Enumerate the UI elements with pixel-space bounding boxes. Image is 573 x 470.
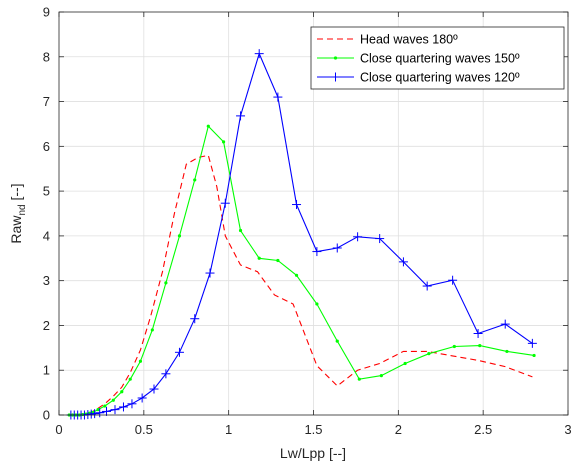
x-tick-label: 2 — [395, 422, 402, 437]
data-point — [120, 390, 124, 394]
data-point — [452, 344, 456, 349]
data-point — [312, 247, 322, 257]
data-point — [193, 178, 197, 182]
data-point — [238, 228, 243, 233]
x-tick-label: 3 — [564, 422, 571, 437]
data-point — [257, 256, 261, 260]
x-tick-label: 1 — [225, 422, 232, 437]
y-tick-label: 3 — [43, 273, 50, 288]
data-point — [332, 243, 342, 253]
data-point — [273, 92, 283, 102]
data-point — [138, 359, 143, 363]
data-point — [427, 352, 431, 356]
y-tick-label: 8 — [43, 49, 50, 64]
data-point — [149, 384, 159, 394]
x-tick-label: 0.5 — [135, 422, 153, 437]
legend: Head waves 180º Close quartering waves 15… — [310, 26, 565, 90]
x-axis-label: Lw/Lpp [--] — [280, 445, 346, 461]
legend-item-2: Close quartering waves 150º — [317, 52, 520, 66]
data-point — [335, 339, 339, 343]
data-point — [190, 314, 200, 324]
y-axis-label-unit: [--] — [8, 183, 24, 204]
data-point — [118, 402, 128, 412]
data-point — [205, 268, 215, 278]
data-point — [422, 281, 432, 291]
y-tick-label: 9 — [43, 5, 50, 20]
data-point — [174, 347, 184, 357]
data-point — [254, 49, 264, 59]
x-tick-label: 0 — [55, 422, 62, 437]
data-point — [206, 124, 210, 128]
y-axis-label-main: Raw — [8, 215, 24, 244]
data-point — [96, 408, 100, 412]
y-tick-label: 6 — [43, 139, 50, 154]
data-point — [473, 329, 483, 339]
data-point — [95, 408, 105, 418]
data-point — [161, 369, 171, 379]
legend-item-1: Head waves 180º — [317, 33, 458, 47]
y-axis-label: Rawnd [--] — [8, 183, 28, 243]
x-tick-label: 1.5 — [304, 422, 322, 437]
y-tick-label: 4 — [43, 228, 50, 243]
y-axis-label-subscript: nd — [17, 204, 28, 215]
y-tick-label: 5 — [43, 184, 50, 199]
data-point — [403, 361, 407, 366]
legend-label: Close quartering waves 120º — [360, 71, 520, 85]
y-tick-label: 0 — [43, 408, 50, 423]
legend-label: Close quartering waves 150º — [360, 52, 520, 66]
data-point — [111, 398, 115, 402]
series-line — [69, 154, 533, 416]
data-point — [478, 343, 482, 348]
data-point — [103, 404, 107, 408]
data-point — [90, 409, 100, 419]
series-1 — [69, 154, 533, 416]
y-tick-label: 2 — [43, 318, 50, 333]
y-tick-label: 7 — [43, 94, 50, 109]
data-point — [164, 281, 168, 285]
series-3 — [66, 49, 537, 420]
data-point — [137, 393, 147, 403]
data-point — [177, 234, 182, 238]
data-point — [221, 140, 226, 144]
legend-marker — [331, 72, 340, 82]
data-point — [294, 273, 299, 277]
data-point — [276, 258, 280, 263]
data-point — [127, 399, 137, 409]
x-tick-label: 2.5 — [474, 422, 492, 437]
data-point — [220, 198, 230, 208]
data-point — [398, 257, 408, 267]
legend-marker — [333, 56, 338, 60]
axis-ticks: 0 0.5 1 1.5 2 2.5 3 0 1 2 3 4 5 6 7 8 9 — [43, 5, 572, 438]
data-point — [500, 319, 510, 329]
data-point — [150, 328, 154, 332]
data-point — [353, 232, 363, 242]
data-point — [448, 275, 458, 285]
data-point — [375, 234, 385, 244]
legend-item-3: Close quartering waves 120º — [317, 71, 520, 85]
data-point — [527, 338, 537, 348]
data-point — [292, 200, 302, 210]
data-point — [110, 405, 120, 415]
data-point — [91, 410, 95, 414]
data-point — [505, 349, 509, 354]
data-point — [128, 377, 132, 381]
data-point — [379, 373, 383, 378]
legend-label: Head waves 180º — [360, 33, 458, 47]
data-point — [532, 353, 536, 358]
data-point — [236, 111, 246, 121]
data-point — [357, 377, 361, 381]
y-tick-label: 1 — [43, 363, 50, 378]
data-point — [102, 406, 112, 416]
data-point — [315, 302, 319, 306]
